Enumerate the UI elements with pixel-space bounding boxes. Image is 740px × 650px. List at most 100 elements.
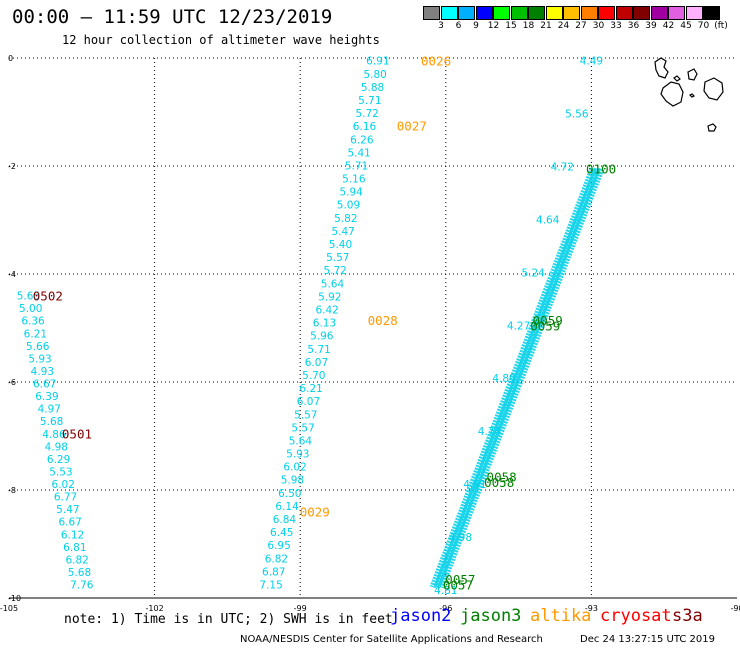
x-tick-label: -90 [730,604,740,613]
y-tick-label: 0 [8,54,13,63]
swh-value-altika: 5.71 [307,344,330,356]
swh-value-altika: 5.94 [339,187,363,199]
swh-value-s3a: 6.81 [63,542,86,554]
time-label-jason3: 0058 [484,475,514,490]
y-tick-label: -2 [8,162,16,171]
swh-value-jason3: 4.89 [492,373,515,385]
swh-value-s3a: 4.98 [45,441,68,453]
swh-value-s3a: 4.97 [38,404,61,416]
generation-timestamp: Dec 24 13:27:15 UTC 2019 [580,634,715,645]
scale-label: 15 [505,21,517,31]
swh-value-jason3: 4.64 [536,214,560,226]
x-tick-label: -105 [0,604,18,613]
swh-value-altika: 5.93 [286,449,309,461]
swh-value-s3a: 5.66 [26,341,50,353]
swh-value-s3a: 6.02 [52,479,75,491]
time-label-jason3: 0057 [443,578,473,593]
swh-value-altika: 5.72 [355,108,378,120]
swh-value-altika: 6.42 [315,305,338,317]
scale-swatch [528,6,545,20]
swh-value-s3a: 5.65 [17,291,40,303]
time-label-s3a: 0501 [62,426,92,441]
scale-swatch [475,6,493,20]
island-outline [654,57,669,79]
scale-swatch [563,6,580,20]
time-label-altika: 0027 [397,119,427,134]
swh-value-jason3: 4.81 [434,585,457,597]
swh-value-altika: 5.09 [337,200,360,212]
swh-value-altika: 5.16 [342,174,366,186]
swh-value-jason3: 5.56 [565,109,589,121]
island-outline [707,123,717,132]
scale-label: 24 [557,21,570,31]
scale-swatch [633,6,650,20]
swh-value-altika: 5.72 [323,265,346,277]
scale-label: 27 [575,21,587,31]
swh-value-s3a: 4.86 [42,429,66,441]
swh-value-s3a: 5.00 [19,303,42,315]
legend-jason3: jason3 [460,606,522,626]
swh-value-altika: 6.26 [350,134,374,146]
scale-label: 12 [487,21,500,31]
swh-value-s3a: 5.68 [68,567,91,579]
scale-swatch [598,6,615,20]
dense-swh-track [429,167,597,589]
scale-swatch [458,6,475,20]
dense-swh-track [433,167,601,589]
swh-value-altika: 5.96 [310,331,334,343]
swh-value-altika: 6.45 [270,527,293,539]
time-label-s3a: 0502 [33,289,63,304]
swh-value-s3a: 6.21 [24,328,47,340]
swh-value-s3a: 5.93 [28,353,51,365]
x-tick-label: -99 [294,604,307,613]
island-outline [673,75,681,82]
x-tick-label: -102 [146,604,164,613]
swh-value-altika: 5.71 [345,160,368,172]
scale-label: 21 [540,21,552,31]
swh-value-s3a: 6.67 [33,379,56,391]
swh-value-altika: 6.91 [366,56,389,68]
scale-swatch [615,6,633,20]
swh-value-s3a: 5.47 [56,504,79,516]
scale-swatch [703,6,720,20]
island-outline [660,81,684,107]
swh-value-altika: 6.02 [283,462,306,474]
scale-label: 3 [438,21,444,31]
swh-value-altika: 6.95 [267,540,290,552]
scale-swatch [423,6,440,20]
y-tick-label: -6 [8,378,16,387]
legend-jason2: jason2 [390,606,452,626]
swh-value-jason3: 5.24 [521,267,545,279]
scale-label: (ft) [714,21,728,31]
swh-value-altika: 5.64 [289,435,313,447]
y-tick-label: -8 [8,486,16,495]
swh-value-s3a: 6.82 [65,554,88,566]
dense-swh-track [437,167,605,589]
units-note: note: 1) Time is in UTC; 2) SWH is in fe… [64,612,393,627]
time-label-jason3: 0058 [487,470,517,485]
scale-label: 42 [662,21,675,31]
swh-value-altika: 5.57 [294,409,317,421]
swh-value-s3a: 4.93 [31,366,54,378]
swh-value-altika: 5.82 [334,213,357,225]
time-label-altika: 0028 [368,313,398,328]
scale-swatch [510,6,528,20]
y-tick-label: -10 [8,594,21,603]
legend-cryosat: cryosat [600,606,672,626]
swh-value-jason3: 4.91 [463,479,486,491]
swh-value-altika: 5.57 [291,422,314,434]
swh-value-altika: 5.64 [321,278,345,290]
scale-swatch [668,6,685,20]
swh-value-altika: 6.13 [313,318,336,330]
scale-label: 45 [680,21,692,31]
scale-swatch [685,6,703,20]
swh-value-altika: 6.84 [273,514,297,526]
swh-value-altika: 6.14 [275,501,299,513]
swh-value-altika: 5.70 [302,370,325,382]
swh-value-altika: 6.07 [297,396,320,408]
swh-value-altika: 5.40 [329,239,352,251]
scale-label: 33 [610,21,622,31]
time-label-jason3: 0059 [533,313,563,328]
scale-swatch [580,6,598,20]
